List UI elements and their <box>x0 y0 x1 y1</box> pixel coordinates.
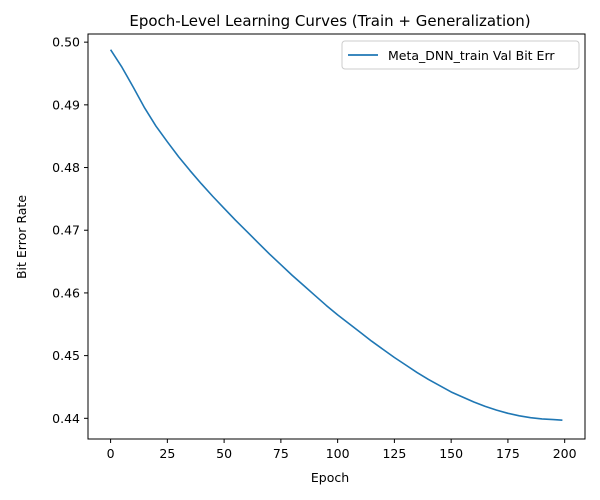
x-tick-label: 175 <box>496 446 520 461</box>
series-group <box>109 49 563 421</box>
x-tick-label: 0 <box>107 446 115 461</box>
x-tick-label: 125 <box>382 446 406 461</box>
y-tick-label: 0.49 <box>52 97 80 112</box>
y-tick-label: 0.46 <box>52 285 80 300</box>
y-tick-label: 0.48 <box>52 160 80 175</box>
y-tick-label: 0.44 <box>52 411 80 426</box>
series-line-0 <box>109 49 563 421</box>
legend-box <box>341 40 580 70</box>
x-axis: 0 25 50 75 100 125 150 175 200 <box>107 439 577 461</box>
x-tick-label: 200 <box>553 446 577 461</box>
chart-title: Epoch-Level Learning Curves (Train + Gen… <box>129 12 530 30</box>
y-tick-label: 0.47 <box>52 223 80 238</box>
y-tick-label: 0.50 <box>52 35 80 50</box>
x-tick-label: 75 <box>273 446 289 461</box>
x-tick-label: 150 <box>439 446 463 461</box>
x-tick-label: 25 <box>159 446 175 461</box>
x-axis-label: Epoch <box>311 470 349 485</box>
plot-area-frame <box>87 33 586 440</box>
y-axis: 0.44 0.45 0.46 0.47 0.48 0.49 0.50 <box>52 35 88 426</box>
y-axis-label: Bit Error Rate <box>14 195 29 279</box>
legend: Meta_DNN_train Val Bit Err <box>341 40 580 70</box>
x-tick-label: 100 <box>326 446 350 461</box>
y-tick-label: 0.45 <box>52 348 80 363</box>
x-tick-label: 50 <box>216 446 232 461</box>
legend-label: Meta_DNN_train Val Bit Err <box>388 48 555 63</box>
